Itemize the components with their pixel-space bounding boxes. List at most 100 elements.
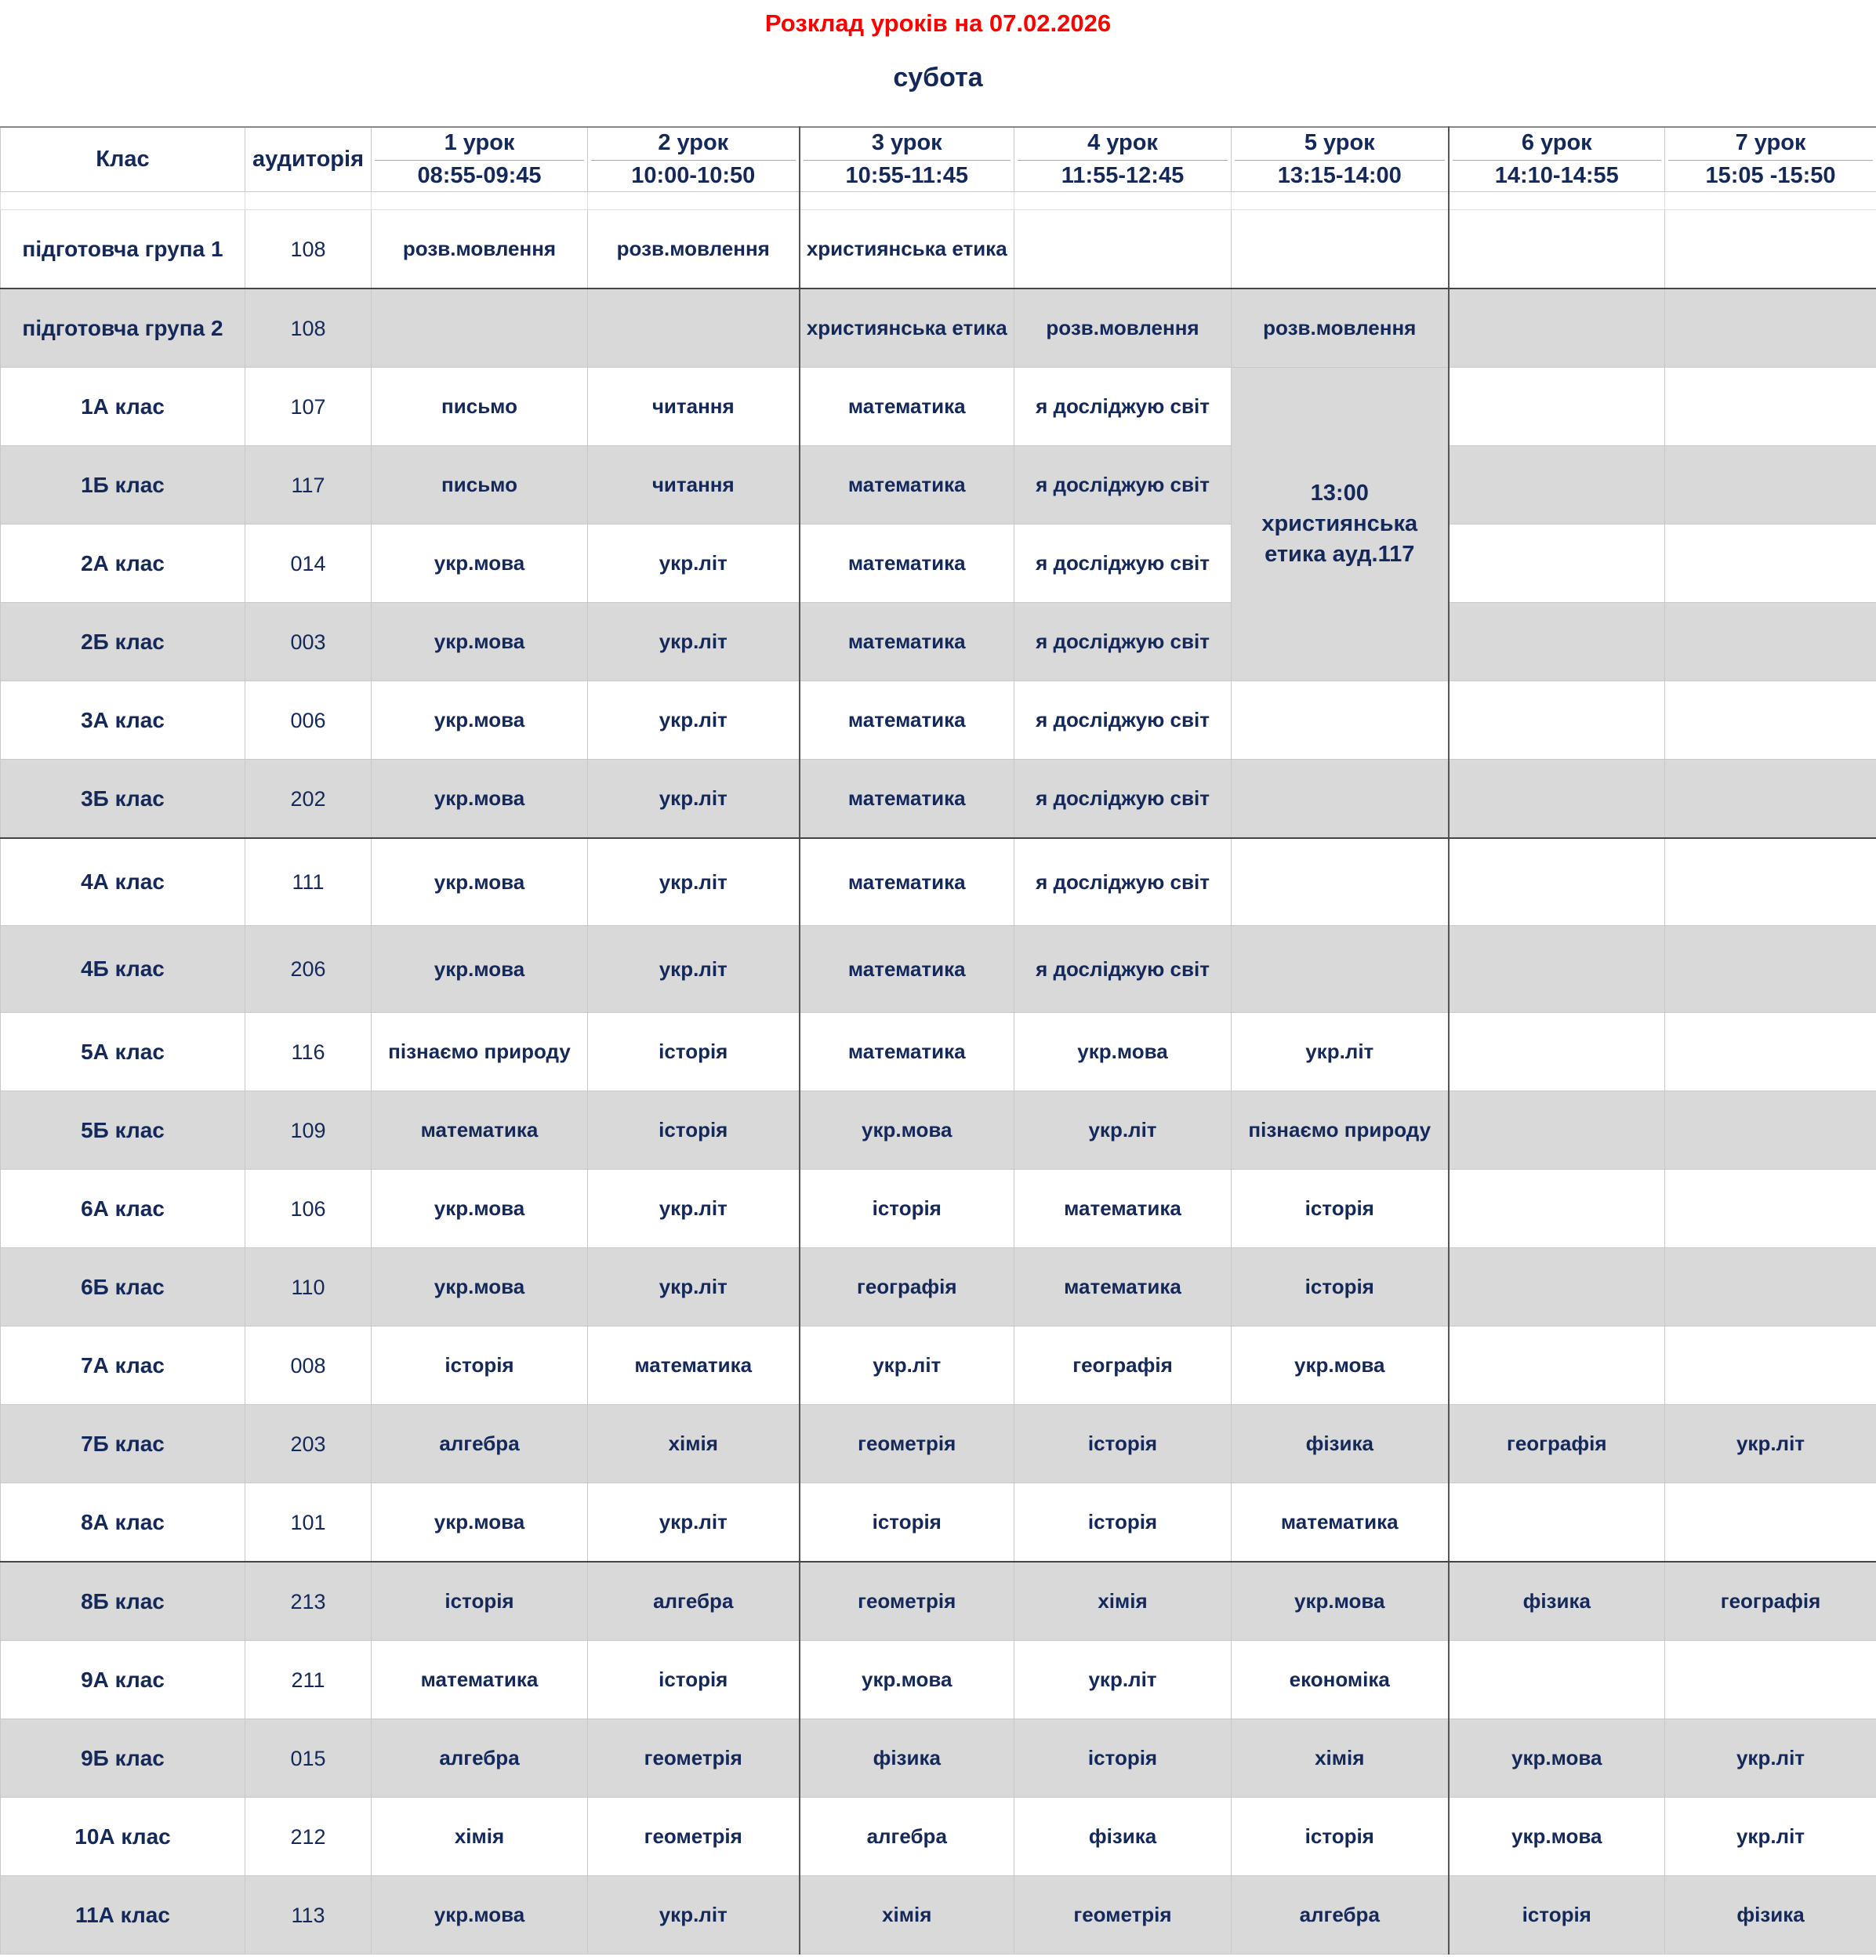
lesson-cell: фізика <box>1231 1404 1450 1484</box>
class-name: 3А клас <box>0 681 245 760</box>
lesson-cell: укр.мова <box>371 1169 588 1249</box>
lesson-cell: розв.мовлення <box>1014 288 1232 368</box>
lesson-cell: фізика <box>1448 1561 1665 1642</box>
lesson-cell: математика <box>1231 1483 1450 1563</box>
class-name: 6А клас <box>0 1169 245 1249</box>
table-row: 8Б клас 213 історія алгебра геометрія хімія ук… <box>0 1561 1876 1642</box>
table-row: 2А клас 014 укр.мова укр.літ математика я дос… <box>0 524 1876 604</box>
lesson-cell <box>1664 759 1876 840</box>
lesson-cell: історія <box>799 1169 1014 1249</box>
lesson-cell: укр.мова <box>371 602 588 682</box>
lesson-cell <box>1664 1483 1876 1563</box>
room-number: 008 <box>245 1326 372 1406</box>
spacer-cell <box>371 191 588 211</box>
lesson-number: 6 урок <box>1452 129 1661 162</box>
lesson-cell: письмо <box>371 445 588 525</box>
header-lesson-5: 5 урок 13:15-14:00 <box>1231 126 1450 193</box>
lesson-cell: укр.літ <box>587 524 800 604</box>
lesson-cell: географія <box>1448 1404 1665 1484</box>
lesson-cell: алгебра <box>1231 1875 1450 1955</box>
lesson-cell: історія <box>1014 1404 1232 1484</box>
lesson-cell: укр.мова <box>371 759 588 840</box>
spacer-cell <box>1664 191 1876 211</box>
lesson-cell <box>1448 1247 1665 1327</box>
lesson-cell: алгебра <box>799 1797 1014 1877</box>
room-number: 116 <box>245 1012 372 1092</box>
spacer-cell <box>587 191 800 211</box>
spacer-cell <box>245 191 372 211</box>
lesson-cell: укр.літ <box>1014 1640 1232 1720</box>
lesson-cell: математика <box>799 602 1014 682</box>
lesson-time: 15:05 -15:50 <box>1705 163 1836 189</box>
class-name: 3Б клас <box>0 759 245 840</box>
lesson-cell: математика <box>799 524 1014 604</box>
class-name: 2А клас <box>0 524 245 604</box>
lesson-cell: геометрія <box>799 1561 1014 1642</box>
class-name: 5Б клас <box>0 1091 245 1171</box>
class-name: 5А клас <box>0 1012 245 1092</box>
lesson-cell: укр.мова <box>371 1875 588 1955</box>
lesson-cell: фізика <box>1014 1797 1232 1877</box>
header-lesson-6: 6 урок 14:10-14:55 <box>1448 126 1665 193</box>
table-row: 5Б клас 109 математика історія укр.мова укр.л… <box>0 1091 1876 1171</box>
lesson-cell: історія <box>1231 1169 1450 1249</box>
lesson-cell <box>1448 445 1665 525</box>
lesson-cell: християнська етика <box>799 209 1014 290</box>
lesson-cell: математика <box>799 681 1014 760</box>
lesson-cell <box>1664 602 1876 682</box>
day-subtitle: субота <box>893 63 983 93</box>
lesson-cell: розв.мовлення <box>371 209 588 290</box>
lesson-time: 11:55-12:45 <box>1061 163 1185 189</box>
lesson-cell: укр.мова <box>371 1483 588 1563</box>
lesson-cell: читання <box>587 445 800 525</box>
lesson-cell: економіка <box>1231 1640 1450 1720</box>
table-row: 4Б клас 206 укр.мова укр.літ математика я дос… <box>0 925 1876 1014</box>
lesson-cell: укр.мова <box>1448 1719 1665 1798</box>
room-number: 107 <box>245 367 372 447</box>
lesson-cell: я досліджую світ <box>1014 445 1232 525</box>
schedule-table: Клас аудиторія 1 урок 08:55-09:45 2 урок 10… <box>0 126 1876 1955</box>
lesson-cell <box>1448 759 1665 840</box>
room-number: 110 <box>245 1247 372 1327</box>
class-name: 9Б клас <box>0 1719 245 1798</box>
class-name: 8Б клас <box>0 1561 245 1642</box>
lesson-cell: математика <box>1014 1169 1232 1249</box>
room-number: 006 <box>245 681 372 760</box>
lesson-cell: хімія <box>1014 1561 1232 1642</box>
lesson-cell: геометрія <box>799 1404 1014 1484</box>
lesson-cell: пізнаємо природу <box>371 1012 588 1092</box>
class-name: 4А клас <box>0 837 245 927</box>
lesson-cell <box>1448 1483 1665 1563</box>
lesson-cell: геометрія <box>587 1719 800 1798</box>
lesson-cell: історія <box>1448 1875 1665 1955</box>
merged-note-cell: 13:00 християнська етика ауд.117 <box>1231 367 1450 682</box>
lesson-cell: укр.літ <box>1014 1091 1232 1171</box>
table-row: 10А клас 212 хімія геометрія алгебра фізика іс… <box>0 1797 1876 1877</box>
table-row: 6Б клас 110 укр.мова укр.літ географія матема… <box>0 1247 1876 1327</box>
lesson-cell: розв.мовлення <box>1231 288 1450 368</box>
lesson-cell: укр.літ <box>1664 1404 1876 1484</box>
class-name: 7А клас <box>0 1326 245 1406</box>
lesson-cell: історія <box>799 1483 1014 1563</box>
class-name: 11А клас <box>0 1875 245 1955</box>
lesson-number: 1 урок <box>375 129 584 162</box>
lesson-cell: розв.мовлення <box>587 209 800 290</box>
lesson-cell: хімія <box>1231 1719 1450 1798</box>
class-name: 7Б клас <box>0 1404 245 1484</box>
lesson-cell: історія <box>1231 1797 1450 1877</box>
lesson-cell: укр.літ <box>587 602 800 682</box>
lesson-cell: укр.літ <box>1664 1797 1876 1877</box>
lesson-cell <box>1664 1326 1876 1406</box>
lesson-cell: укр.літ <box>587 1875 800 1955</box>
class-name: 6Б клас <box>0 1247 245 1327</box>
lesson-cell: укр.мова <box>1014 1012 1232 1092</box>
room-number: 106 <box>245 1169 372 1249</box>
table-row: 1А клас 107 письмо читання математика я дослі… <box>0 367 1876 682</box>
lesson-cell: математика <box>799 837 1014 927</box>
header-lesson-7: 7 урок 15:05 -15:50 <box>1664 126 1876 193</box>
lesson-cell <box>1231 209 1450 290</box>
class-name: підготовча група 1 <box>0 209 245 290</box>
lesson-cell <box>1664 524 1876 604</box>
lesson-cell <box>1448 1091 1665 1171</box>
lesson-cell: алгебра <box>371 1404 588 1484</box>
